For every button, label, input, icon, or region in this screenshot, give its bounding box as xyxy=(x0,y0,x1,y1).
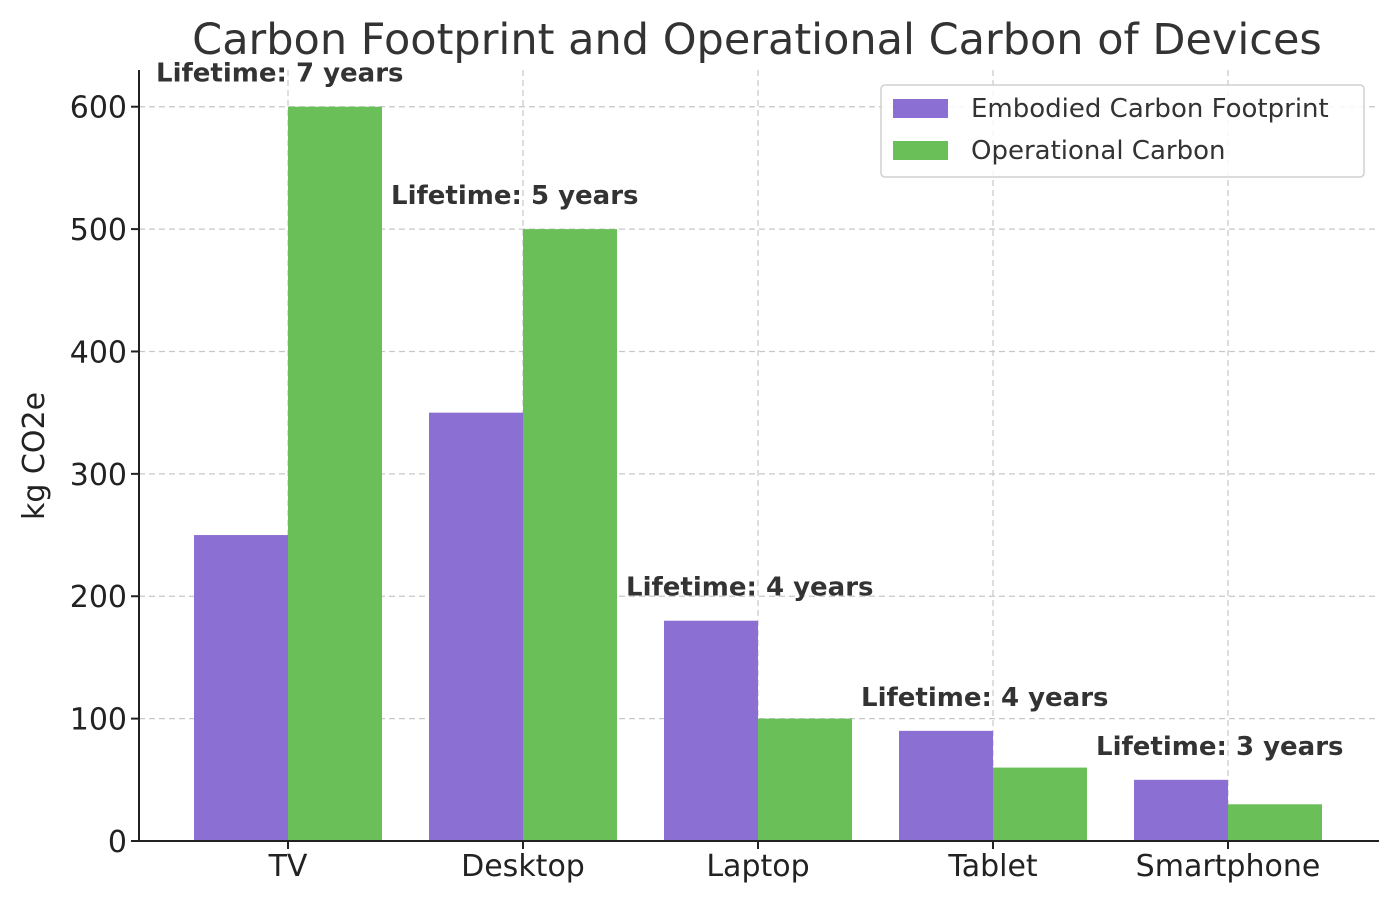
y-tick-label: 100 xyxy=(70,703,127,738)
ticks: 0 100 200 300 400 500 600 TV Desktop Laptop Tablet… xyxy=(70,91,1321,884)
y-axis-label: kg CO2e xyxy=(17,392,52,520)
lifetime-annotation: Lifetime: 5 years xyxy=(391,181,639,211)
legend: Embodied Carbon Footprint Operational Car… xyxy=(880,84,1365,178)
lifetime-annotation: Lifetime: 4 years xyxy=(861,683,1109,713)
bar-operational-smartphone xyxy=(1228,804,1322,841)
x-tick-label: Laptop xyxy=(706,849,809,884)
bars xyxy=(194,106,1322,842)
annotations: Lifetime: 7 years Lifetime: 5 years Lifeti… xyxy=(156,59,1344,762)
bar-operational-desktop xyxy=(523,229,617,842)
y-tick-label: 0 xyxy=(108,825,127,860)
y-tick-label: 300 xyxy=(70,458,127,493)
x-tick-label: Tablet xyxy=(947,849,1038,884)
legend-box xyxy=(880,84,1365,178)
bar-embodied-laptop xyxy=(664,620,758,841)
x-tick-label: Smartphone xyxy=(1136,849,1321,884)
bar-operational-laptop xyxy=(758,718,852,841)
legend-label: Embodied Carbon Footprint xyxy=(971,94,1329,124)
lifetime-annotation: Lifetime: 4 years xyxy=(626,573,874,603)
x-tick-label: TV xyxy=(268,849,308,884)
y-tick-label: 200 xyxy=(70,580,127,615)
y-tick-label: 500 xyxy=(70,213,127,248)
x-tick-label: Desktop xyxy=(461,849,585,884)
bar-embodied-tablet xyxy=(899,730,993,841)
bar-embodied-desktop xyxy=(429,412,523,841)
legend-label: Operational Carbon xyxy=(971,136,1225,166)
bar-embodied-tv xyxy=(194,535,288,841)
lifetime-annotation: Lifetime: 3 years xyxy=(1096,732,1344,762)
bar-operational-tv xyxy=(288,106,382,841)
legend-swatch xyxy=(893,141,948,160)
y-tick-label: 400 xyxy=(70,335,127,370)
bar-embodied-smartphone xyxy=(1134,779,1228,841)
chart-title: Carbon Footprint and Operational Carbon … xyxy=(192,15,1322,65)
bar-operational-tablet xyxy=(993,767,1087,841)
legend-swatch xyxy=(893,99,948,118)
y-tick-label: 600 xyxy=(70,91,127,126)
lifetime-annotation: Lifetime: 7 years xyxy=(156,59,404,89)
